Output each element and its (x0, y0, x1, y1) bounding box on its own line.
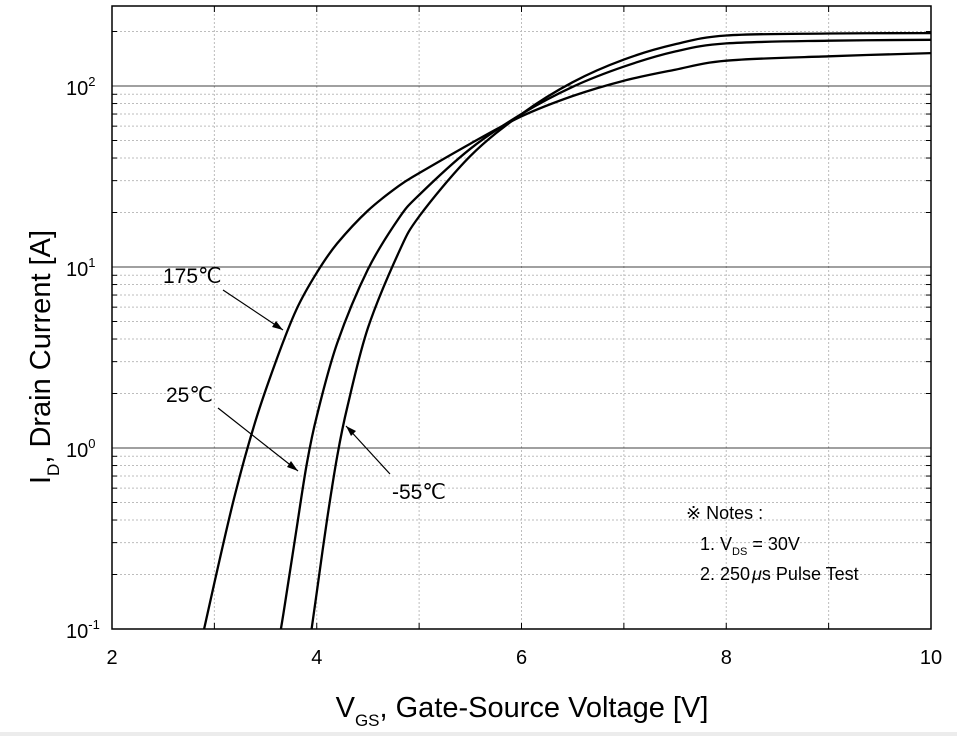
annotation-175-arrowhead (272, 321, 283, 330)
annotation-175: 175℃ (163, 265, 284, 331)
series-line-0 (202, 51, 932, 630)
plot-frame (111, 5, 932, 630)
annotation-25-text: 25℃ (166, 384, 213, 407)
x-tick-label: 2 (106, 647, 117, 669)
series-line-2 (310, 31, 932, 630)
x-axis-title: VGS, Gate-Source Voltage [V] (336, 692, 709, 730)
x-tick-label: 8 (721, 647, 732, 669)
bottom-strip (0, 732, 957, 736)
x-tick-labels: 2 4 6 8 10 (106, 647, 942, 669)
x-tick-label: 6 (516, 647, 527, 669)
y-tick-label: 101 (66, 255, 95, 281)
annotation-25-arrowhead (287, 461, 298, 471)
notes: ※ Notes : 1. VDS = 30V 2. 250 μs Pulse Te… (686, 503, 859, 584)
notes-line1: 1. VDS = 30V (700, 534, 800, 558)
annotation-175-arrow (222, 289, 284, 331)
y-tick-label: 100 (66, 436, 95, 462)
y-axis-title: ID, Drain Current [A] (25, 230, 63, 484)
x-tick-label: 10 (920, 647, 942, 669)
x-tick-label: 4 (311, 647, 322, 669)
annotation-minus55-arrow (345, 425, 391, 475)
ticks (112, 6, 931, 629)
annotation-minus55-arrowhead (346, 426, 356, 436)
series-line-1 (279, 38, 932, 630)
y-tick-label: 102 (66, 74, 95, 100)
notes-title: ※ Notes : (686, 503, 763, 523)
y-tick-label: 10-1 (66, 617, 100, 643)
y-tick-labels: 10-1 100 101 102 (66, 74, 100, 643)
annotation-25: 25℃ (166, 384, 299, 472)
annotation-minus55: -55℃ (345, 425, 446, 504)
annotation-25-arrow (217, 407, 299, 472)
curves (202, 31, 932, 630)
annotation-175-text: 175℃ (163, 265, 222, 288)
notes-line2: 2. 250 μs Pulse Test (700, 564, 859, 584)
annotation-minus55-text: -55℃ (392, 481, 446, 504)
plot-background (112, 6, 931, 629)
